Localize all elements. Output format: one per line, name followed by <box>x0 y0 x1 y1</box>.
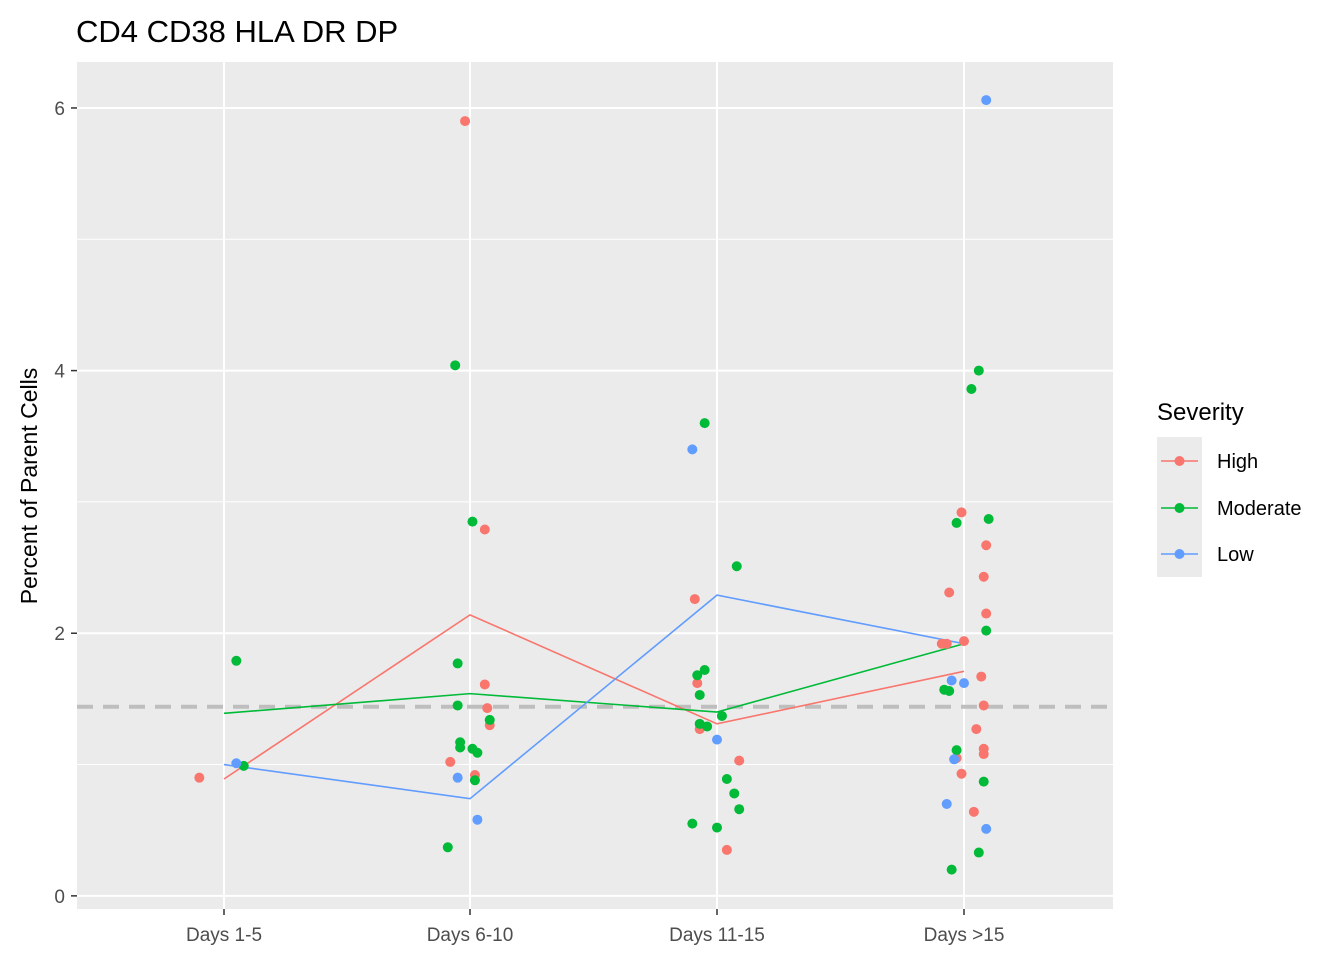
data-point-low <box>981 95 992 106</box>
data-point-moderate <box>699 418 710 429</box>
data-point-moderate <box>450 360 461 371</box>
legend-key-point <box>1174 503 1185 513</box>
data-point-high <box>978 571 989 582</box>
data-point-moderate <box>467 516 478 527</box>
series-line-low <box>223 594 965 800</box>
data-point-high <box>941 638 952 649</box>
series-line-high <box>223 613 965 780</box>
data-point-moderate <box>978 776 989 787</box>
data-point-moderate <box>721 773 732 784</box>
x-tick-label: Days 11-15 <box>669 925 765 946</box>
data-point-moderate <box>973 847 984 858</box>
data-point-moderate <box>712 822 722 833</box>
data-point-moderate <box>699 665 710 676</box>
data-point-moderate <box>455 742 466 753</box>
legend: Severity High Moderate Low <box>1157 399 1302 577</box>
data-point-moderate <box>694 689 705 700</box>
y-axis-title: Percent of Parent Cells <box>16 368 42 605</box>
axes: 0 2 4 6 Days 1-5 Days 6-10 Days 11-15 Days >15 <box>54 99 1004 946</box>
data-point-moderate <box>469 775 480 786</box>
data-point-low <box>687 444 698 455</box>
y-tick-label: 2 <box>54 624 65 645</box>
data-point-moderate <box>716 710 727 721</box>
legend-title: Severity <box>1157 399 1244 426</box>
data-point-high <box>978 749 989 760</box>
grid-lines <box>77 62 1113 909</box>
data-point-low <box>712 734 722 745</box>
data-point-high <box>981 608 992 619</box>
y-tick-label: 6 <box>54 99 65 120</box>
data-point-moderate <box>472 747 483 758</box>
data-point-moderate <box>484 714 495 725</box>
plot-panel <box>77 62 1113 909</box>
x-tick-label: Days 1-5 <box>186 925 262 946</box>
data-point-moderate <box>452 658 463 669</box>
data-point-moderate <box>981 625 992 636</box>
data-point-low <box>452 772 463 783</box>
data-point-high <box>978 700 989 711</box>
data-point-high <box>479 524 490 535</box>
data-point-moderate <box>731 561 742 572</box>
data-point-low <box>946 675 957 686</box>
data-point-high <box>956 768 967 779</box>
data-point-high <box>734 755 745 766</box>
data-point-low <box>959 678 969 689</box>
data-point-moderate <box>951 517 962 528</box>
data-point-low <box>472 814 483 825</box>
series-line-moderate <box>223 642 965 715</box>
data-point-high <box>482 703 493 714</box>
legend-label-high: High <box>1217 451 1258 473</box>
data-point-moderate <box>442 842 453 853</box>
data-point-low <box>941 798 952 809</box>
y-tick-label: 0 <box>54 887 65 908</box>
x-tick-label: Days >15 <box>924 925 1005 946</box>
data-point-moderate <box>951 745 962 756</box>
x-tick-label: Days 6-10 <box>427 925 514 946</box>
legend-label-low: Low <box>1217 544 1254 566</box>
data-point-low <box>949 754 960 765</box>
data-point-high <box>981 540 992 551</box>
data-point-moderate <box>946 864 957 875</box>
legend-key-point <box>1174 549 1185 559</box>
data-point-high <box>692 678 703 689</box>
y-tick-label: 4 <box>54 362 65 383</box>
data-point-moderate <box>702 721 713 732</box>
data-point-high <box>968 806 979 817</box>
data-point-moderate <box>734 804 745 815</box>
data-point-moderate <box>966 383 977 394</box>
data-point-high <box>194 772 205 783</box>
data-point-high <box>944 587 955 598</box>
data-point-moderate <box>687 818 698 829</box>
data-point-high <box>959 636 969 647</box>
data-point-low <box>231 758 242 769</box>
data-points <box>194 95 994 875</box>
data-point-moderate <box>983 513 994 524</box>
data-point-moderate <box>692 670 703 681</box>
data-point-moderate <box>729 788 740 799</box>
data-point-moderate <box>452 700 463 711</box>
data-point-high <box>971 724 982 735</box>
data-point-high <box>445 756 456 767</box>
data-point-high <box>479 679 490 690</box>
data-point-high <box>689 594 700 605</box>
data-point-moderate <box>973 365 984 376</box>
data-point-moderate <box>944 686 955 697</box>
data-point-high <box>721 844 732 855</box>
data-point-low <box>981 823 992 834</box>
data-point-high <box>460 116 471 127</box>
legend-label-moderate: Moderate <box>1217 498 1302 520</box>
legend-key-point <box>1174 456 1185 466</box>
data-point-moderate <box>231 655 242 666</box>
series-lines <box>223 594 965 800</box>
chart-title: CD4 CD38 HLA DR DP <box>76 14 398 49</box>
data-point-high <box>956 507 967 518</box>
data-point-high <box>976 671 987 682</box>
